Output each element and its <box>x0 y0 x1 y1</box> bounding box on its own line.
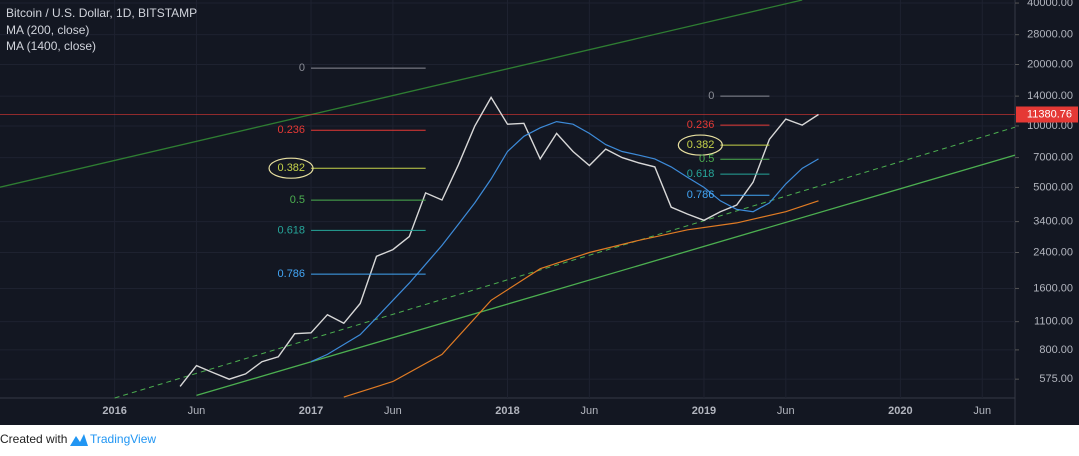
fib-label: 0.5 <box>290 194 305 206</box>
tradingview-logo <box>70 434 88 446</box>
fib-label: 0.786 <box>687 189 715 201</box>
y-tick-label: 800.00 <box>1039 344 1073 356</box>
fib-label: 0 <box>299 62 305 74</box>
y-tick-label: 10000.00 <box>1027 120 1073 132</box>
y-tick-label: 7000.00 <box>1033 151 1073 163</box>
footer-prefix: Created with <box>0 432 67 446</box>
fib-label: 0.786 <box>278 268 306 280</box>
fib-label: 0.382 <box>687 139 715 151</box>
y-tick-label: 575.00 <box>1039 373 1073 385</box>
fib-label: 0.382 <box>278 162 306 174</box>
y-tick-label: 3400.00 <box>1033 216 1073 228</box>
legend-ma200: MA (200, close) <box>6 23 89 37</box>
fib-highlight <box>268 157 314 179</box>
x-tick-label: Jun <box>384 405 402 417</box>
y-tick-label: 20000.00 <box>1027 58 1073 70</box>
x-tick-label: 2019 <box>692 405 716 417</box>
y-tick-label: 2400.00 <box>1033 246 1073 258</box>
plot-area: 0 0.236 0.382 0.5 0.618 0.786 0 0.236 0.382 0.5 0.… <box>0 0 1016 399</box>
last-price-badge <box>1016 106 1078 123</box>
fib-label: 0.236 <box>278 124 306 136</box>
fib-highlight <box>677 134 723 156</box>
y-tick-label: 5000.00 <box>1033 181 1073 193</box>
fib-label: 0.5 <box>699 153 714 165</box>
legend-ma1400: MA (1400, close) <box>6 39 96 53</box>
fib-label: 0.236 <box>687 119 715 131</box>
price-line <box>179 96 819 387</box>
y-tick-label: 1100.00 <box>1034 316 1073 328</box>
y-tick-label: 40000.00 <box>1027 0 1073 9</box>
fib-label: 0.618 <box>687 168 715 180</box>
y-tick-label: 1600.00 <box>1033 282 1073 294</box>
footer-brand[interactable]: TradingView <box>90 432 156 446</box>
ma-line <box>310 120 819 363</box>
fib-label: 0.618 <box>278 224 306 236</box>
fib-label: 0 <box>708 90 714 102</box>
chart-background <box>0 0 1079 425</box>
x-tick-label: Jun <box>188 405 206 417</box>
y-tick-label: 28000.00 <box>1027 29 1073 41</box>
x-tick-label: 2018 <box>495 405 519 417</box>
ma-line <box>343 200 819 398</box>
x-tick-label: 2020 <box>888 405 912 417</box>
chart-title: Bitcoin / U.S. Dollar, 1D, BITSTAMP <box>6 6 197 20</box>
y-tick-label: 14000.00 <box>1027 90 1073 102</box>
last-price-label: 11380.76 <box>1027 108 1072 120</box>
trend-line <box>114 126 1016 399</box>
x-tick-label: 2016 <box>102 405 126 417</box>
x-tick-label: 2017 <box>299 405 323 417</box>
trend-line <box>0 0 803 188</box>
x-tick-label: Jun <box>580 405 598 417</box>
trend-line <box>196 154 1016 397</box>
x-tick-label: Jun <box>973 405 991 417</box>
x-tick-label: Jun <box>777 405 795 417</box>
